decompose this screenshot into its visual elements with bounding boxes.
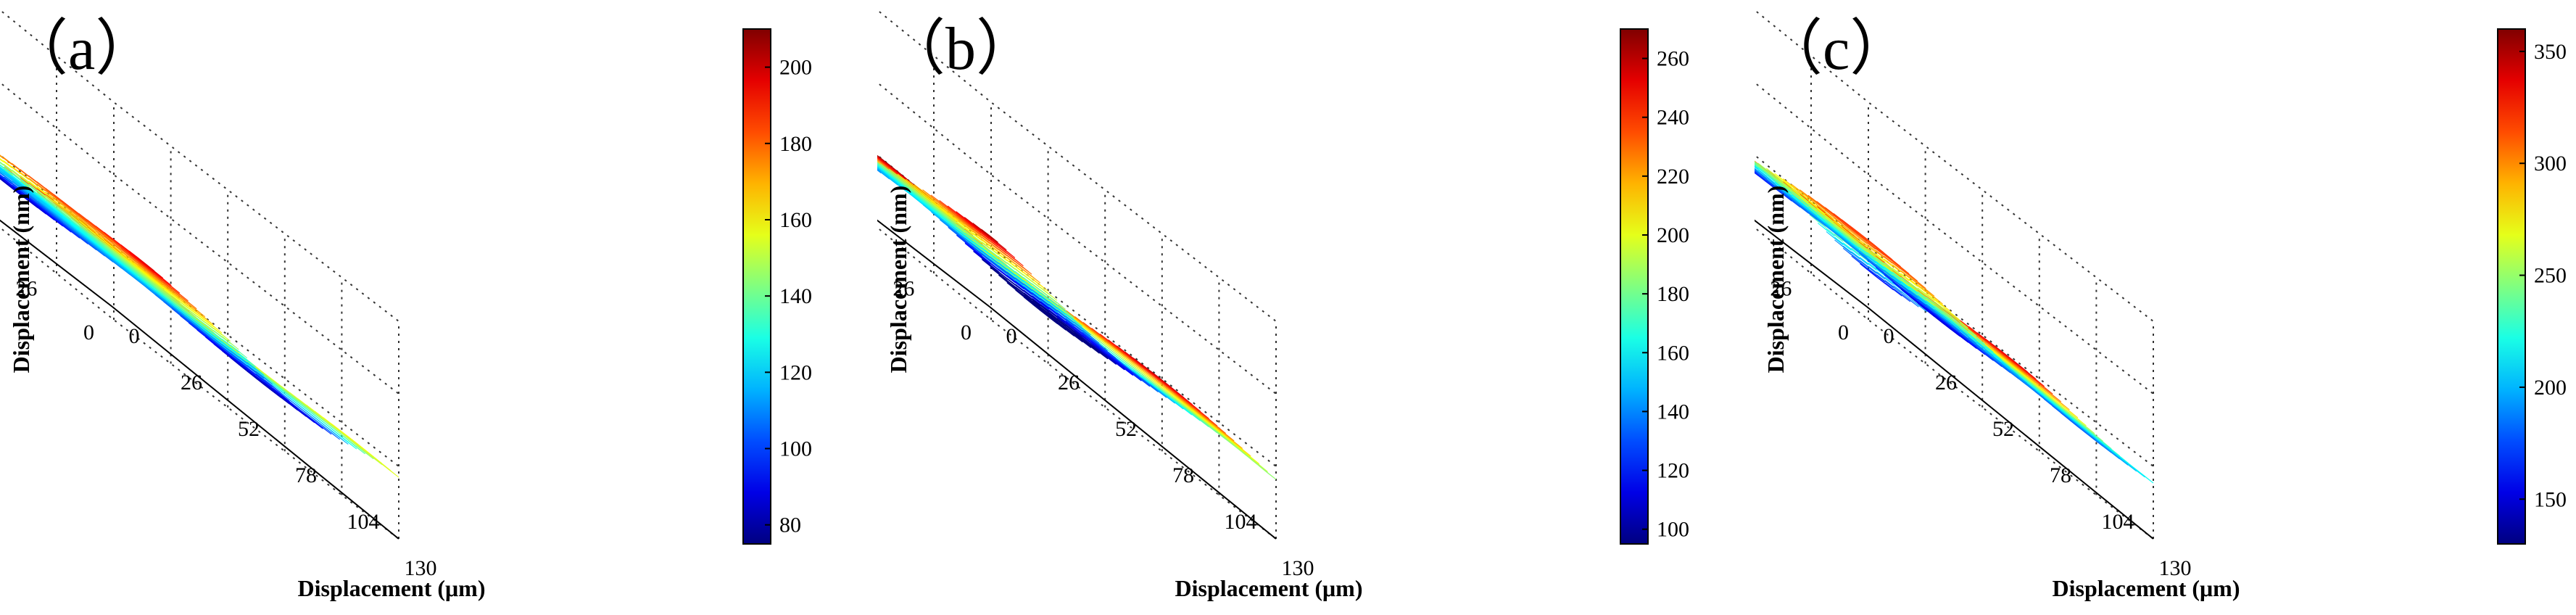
colorbar-tick-label: 350 (2534, 40, 2567, 64)
x-tick-label: 104 (1225, 510, 1257, 534)
grid-lines (0, 9, 399, 540)
x-tick-label: 52 (238, 417, 260, 441)
axis-lines (0, 219, 399, 540)
colorbar-tick-label: 180 (1657, 282, 1689, 306)
y-tick-label: 0 (83, 321, 94, 344)
colorbar-tick-label: 120 (1657, 459, 1689, 483)
x-tick-label: 78 (1172, 463, 1194, 487)
x-axis-label: Displacement (μm) (1175, 575, 1363, 601)
colorbar-tick-label: 300 (2534, 152, 2567, 176)
axis-lines (1755, 219, 2154, 540)
x-tick-label: 78 (2050, 463, 2071, 487)
x-tick-label: 52 (1115, 417, 1137, 441)
y-tick-label: 26 (893, 277, 914, 301)
colorbar-tick-label: 200 (779, 56, 812, 80)
colorbar-tick-label: 160 (779, 208, 812, 232)
chart-panel-b: 026527810413002652781041300200400Displac… (877, 0, 1736, 615)
x-tick-label: 52 (1992, 417, 2014, 441)
z-axis-label: Displacement (nm) (885, 186, 911, 373)
colorbar-tick-label: 100 (1657, 518, 1689, 542)
y-tick-label: 0 (1838, 321, 1849, 344)
x-tick-label: 0 (1006, 324, 1017, 348)
x-tick-label: 130 (2159, 556, 2192, 580)
surface-mesh (1755, 160, 2154, 484)
axis-lines (877, 219, 1277, 540)
x-tick-label: 130 (1282, 556, 1314, 580)
x-tick-label: 0 (129, 324, 140, 348)
x-tick-label: 104 (347, 510, 380, 534)
colorbar-tick-label: 260 (1657, 47, 1689, 71)
colorbar-tick-label: 100 (779, 437, 812, 461)
colorbar (742, 28, 771, 545)
chart-svg-0: 026527810413002652781041300200400Displac… (0, 9, 812, 601)
x-axis-label: Displacement (μm) (298, 575, 486, 601)
colorbar-tick-label: 160 (1657, 341, 1689, 365)
x-tick-label: 130 (405, 556, 437, 580)
chart-panel-c: 026527810413002652781041300200400Displac… (1755, 0, 2576, 615)
surface-mesh (0, 154, 399, 478)
grid-lines (877, 9, 1277, 540)
grid-lines (1755, 9, 2154, 540)
colorbar-tick-label: 180 (779, 132, 812, 156)
x-tick-label: 78 (295, 463, 317, 487)
x-tick-label: 26 (1058, 371, 1080, 395)
panel-label: （b） (885, 15, 1037, 83)
x-tick-label: 0 (1884, 324, 1894, 348)
x-axis-label: Displacement (μm) (2053, 575, 2240, 601)
colorbar (1620, 28, 1649, 545)
surface-mesh (877, 154, 1277, 480)
colorbar-tick-label: 150 (2534, 487, 2567, 511)
colorbar-tick-label: 140 (779, 284, 812, 308)
colorbar-tick-label: 240 (1657, 106, 1689, 130)
colorbar-tick-label: 220 (1657, 165, 1689, 189)
colorbar-tick-label: 140 (1657, 400, 1689, 424)
chart-panel-a: 026527810413002652781041300200400Displac… (0, 0, 858, 615)
x-tick-label: 26 (181, 371, 202, 395)
y-tick-label: 26 (1770, 277, 1792, 301)
x-tick-label: 26 (1935, 371, 1957, 395)
colorbar-tick-label: 80 (779, 513, 801, 537)
y-tick-label: 26 (15, 277, 37, 301)
colorbar-tick-label: 250 (2534, 264, 2567, 288)
colorbar-tick-label: 120 (779, 360, 812, 384)
y-tick-label: 0 (961, 321, 972, 344)
chart-svg-1: 026527810413002652781041300200400Displac… (877, 9, 1689, 601)
x-tick-label: 104 (2102, 510, 2134, 534)
panel-label: （c） (1762, 15, 1910, 83)
colorbar-tick-label: 200 (2534, 376, 2567, 400)
z-axis-label: Displacement (nm) (1763, 186, 1789, 373)
panel-label: （a） (7, 15, 156, 83)
colorbar (2497, 28, 2526, 545)
z-axis-label: Displacement (nm) (8, 186, 34, 373)
chart-svg-2: 026527810413002652781041300200400Displac… (1755, 9, 2567, 601)
colorbar-tick-label: 200 (1657, 223, 1689, 247)
